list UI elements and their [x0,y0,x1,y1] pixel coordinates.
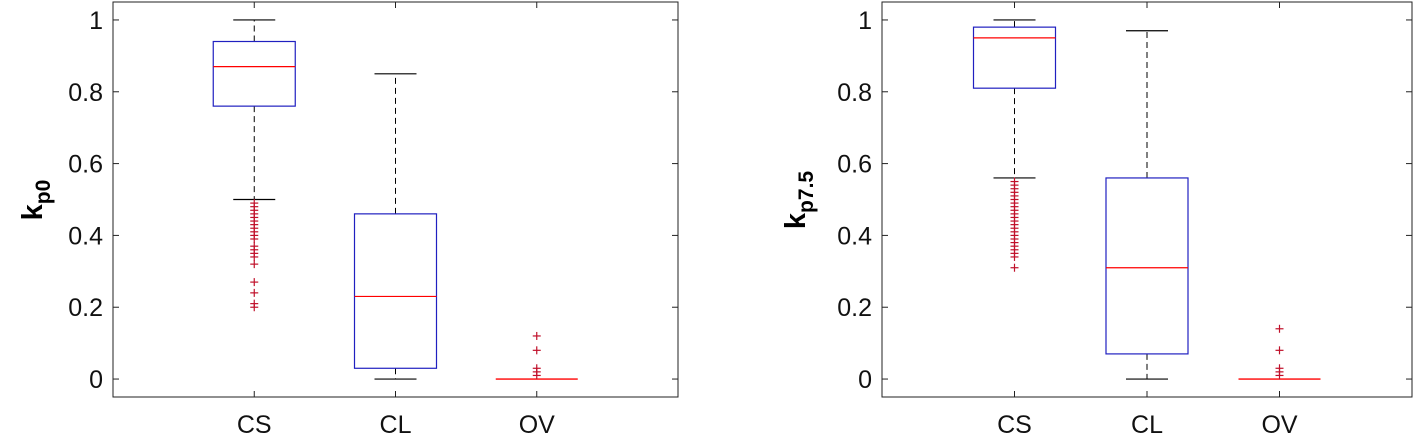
outlier-marker [532,371,541,380]
x-tick-label: CS [997,411,1032,439]
x-tick-label: CL [380,411,412,439]
outlier-marker [1275,346,1284,355]
y-tick-label: 0 [89,366,103,394]
panel-1: 0 0.2 0.4 0.6 0.8 1 CS CL OV kp0 [17,1,679,439]
y-axis-label-sub: p7.5 [795,171,818,213]
outlier-marker [250,288,259,297]
y-tick-label: 0.6 [68,151,103,179]
outlier-marker [1275,324,1284,333]
outlier-marker [1010,263,1019,272]
iqr-box [353,213,438,369]
box-cl [353,73,438,380]
y-tick-label: 0.4 [68,222,103,250]
axes-frame [881,1,1413,398]
outlier-marker [1010,252,1019,261]
outlier-marker [250,252,259,261]
outlier-marker [532,331,541,340]
iqr-box [212,40,296,107]
x-tick-label: OV [519,411,555,439]
y-tick-label: 0.6 [837,151,872,179]
outlier-marker [250,235,259,243]
iqr-box [972,26,1057,89]
y-tick-label: 0.2 [837,294,872,322]
y-axis-label: kp0 [17,180,55,221]
panel-2: 0 0.2 0.4 0.6 0.8 1 CS CL OV kp7.5 [780,1,1413,439]
y-tick-label: 0.2 [68,294,103,322]
box-ov [1238,324,1321,380]
x-tick-label: CL [1131,411,1163,439]
box-cl [1105,30,1189,380]
outlier-marker [250,260,259,269]
y-axis-label-sub: p0 [32,180,55,205]
y-tick-label: 1 [89,7,103,35]
box-ov [495,331,578,380]
y-tick-label: 0.8 [837,79,872,107]
y-axis-label-main: k [17,203,49,220]
outlier-marker [250,278,259,287]
box-cs [972,19,1057,272]
iqr-box [1105,177,1189,355]
y-axis-label-main: k [780,212,812,229]
y-tick-label: 0 [858,366,872,394]
box-cs [212,19,296,312]
y-tick-label: 1 [858,7,872,35]
outlier-marker [250,303,259,312]
y-tick-label: 0.4 [837,222,872,250]
x-tick-label: CS [237,411,272,439]
y-tick-label: 0.8 [68,79,103,107]
outlier-marker [1275,371,1284,380]
y-axis-label: kp7.5 [780,171,818,229]
outlier-marker [532,346,541,355]
x-tick-label: OV [1261,411,1297,439]
